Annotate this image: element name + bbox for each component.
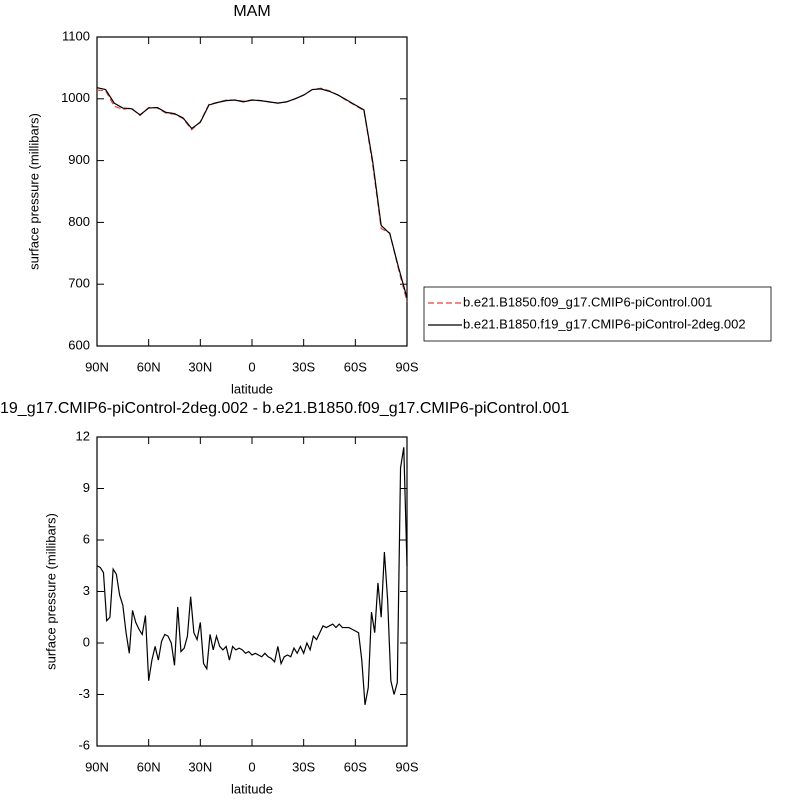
y-tick-label: 800 xyxy=(68,214,90,229)
x-tick-label: 90S xyxy=(395,759,418,774)
series-line xyxy=(96,87,408,302)
x-axis-label: latitude xyxy=(231,381,273,396)
y-tick-label: -6 xyxy=(78,737,90,752)
chart-title: MAM xyxy=(233,3,270,20)
x-tick-label: 30S xyxy=(292,759,315,774)
y-tick-label: 1000 xyxy=(61,90,90,105)
x-tick-label: 90N xyxy=(85,759,109,774)
x-axis-label: latitude xyxy=(231,781,273,796)
x-tick-label: 60N xyxy=(137,759,161,774)
x-tick-label: 90N xyxy=(85,359,109,374)
y-tick-label: -3 xyxy=(78,686,90,701)
y-axis-label: surface pressure (millibars) xyxy=(26,113,41,270)
y-tick-label: 9 xyxy=(83,480,90,495)
x-tick-label: 30N xyxy=(188,359,212,374)
chart-title: 19_g17.CMIP6-piControl-2deg.002 - b.e21.… xyxy=(0,400,569,417)
y-tick-label: 3 xyxy=(83,583,90,598)
x-tick-label: 60S xyxy=(344,359,367,374)
y-tick-label: 0 xyxy=(83,634,90,649)
plot-frame xyxy=(96,36,408,347)
x-tick-label: 0 xyxy=(248,759,255,774)
x-tick-label: 30N xyxy=(188,759,212,774)
legend-label: b.e21.B1850.f19_g17.CMIP6-piControl-2deg… xyxy=(463,316,746,331)
x-tick-label: 90S xyxy=(395,359,418,374)
y-tick-label: 600 xyxy=(68,337,90,352)
x-tick-label: 30S xyxy=(292,359,315,374)
series-line xyxy=(96,447,408,705)
x-tick-label: 60S xyxy=(344,759,367,774)
legend-label: b.e21.B1850.f09_g17.CMIP6-piControl.001 xyxy=(463,294,712,309)
legend-box xyxy=(423,286,772,342)
x-tick-label: 0 xyxy=(248,359,255,374)
x-tick-label: 60N xyxy=(137,359,161,374)
plot-frame xyxy=(96,436,408,747)
y-tick-label: 700 xyxy=(68,276,90,291)
y-tick-label: 6 xyxy=(83,531,90,546)
y-tick-label: 900 xyxy=(68,152,90,167)
y-tick-label: 1100 xyxy=(62,28,90,43)
y-axis-label: surface pressure (millibars) xyxy=(43,513,58,670)
series-line xyxy=(96,87,408,298)
y-tick-label: 12 xyxy=(76,428,90,443)
